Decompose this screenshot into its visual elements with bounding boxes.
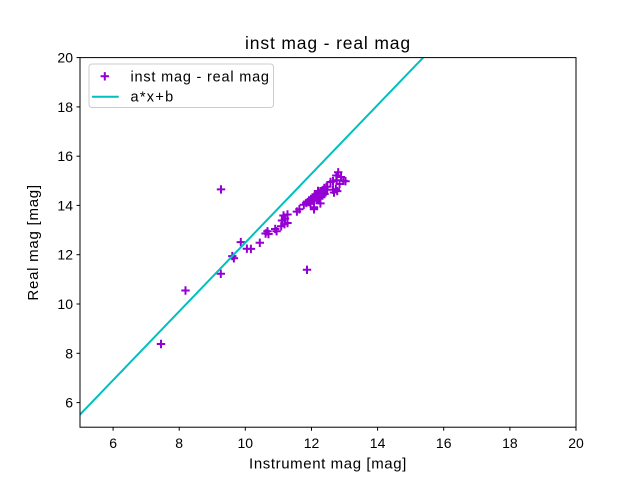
svg-text:6: 6	[109, 435, 117, 451]
svg-text:10: 10	[238, 435, 254, 451]
svg-text:a*x+b: a*x+b	[131, 90, 175, 106]
svg-text:12: 12	[57, 247, 73, 263]
svg-text:Instrument mag [mag]: Instrument mag [mag]	[249, 456, 407, 473]
svg-text:18: 18	[57, 99, 73, 115]
svg-text:20: 20	[57, 50, 73, 66]
svg-text:inst mag - real mag: inst mag - real mag	[131, 69, 270, 85]
svg-text:18: 18	[502, 435, 518, 451]
svg-text:16: 16	[436, 435, 452, 451]
svg-text:14: 14	[57, 197, 73, 213]
svg-text:8: 8	[175, 435, 183, 451]
svg-text:20: 20	[568, 435, 584, 451]
svg-text:inst mag - real mag: inst mag - real mag	[245, 33, 411, 53]
svg-text:8: 8	[65, 345, 73, 361]
svg-text:14: 14	[370, 435, 386, 451]
svg-text:16: 16	[57, 148, 73, 164]
svg-text:Real mag [mag]: Real mag [mag]	[25, 184, 42, 300]
svg-text:12: 12	[304, 435, 320, 451]
svg-text:10: 10	[57, 296, 73, 312]
svg-text:6: 6	[65, 395, 73, 411]
